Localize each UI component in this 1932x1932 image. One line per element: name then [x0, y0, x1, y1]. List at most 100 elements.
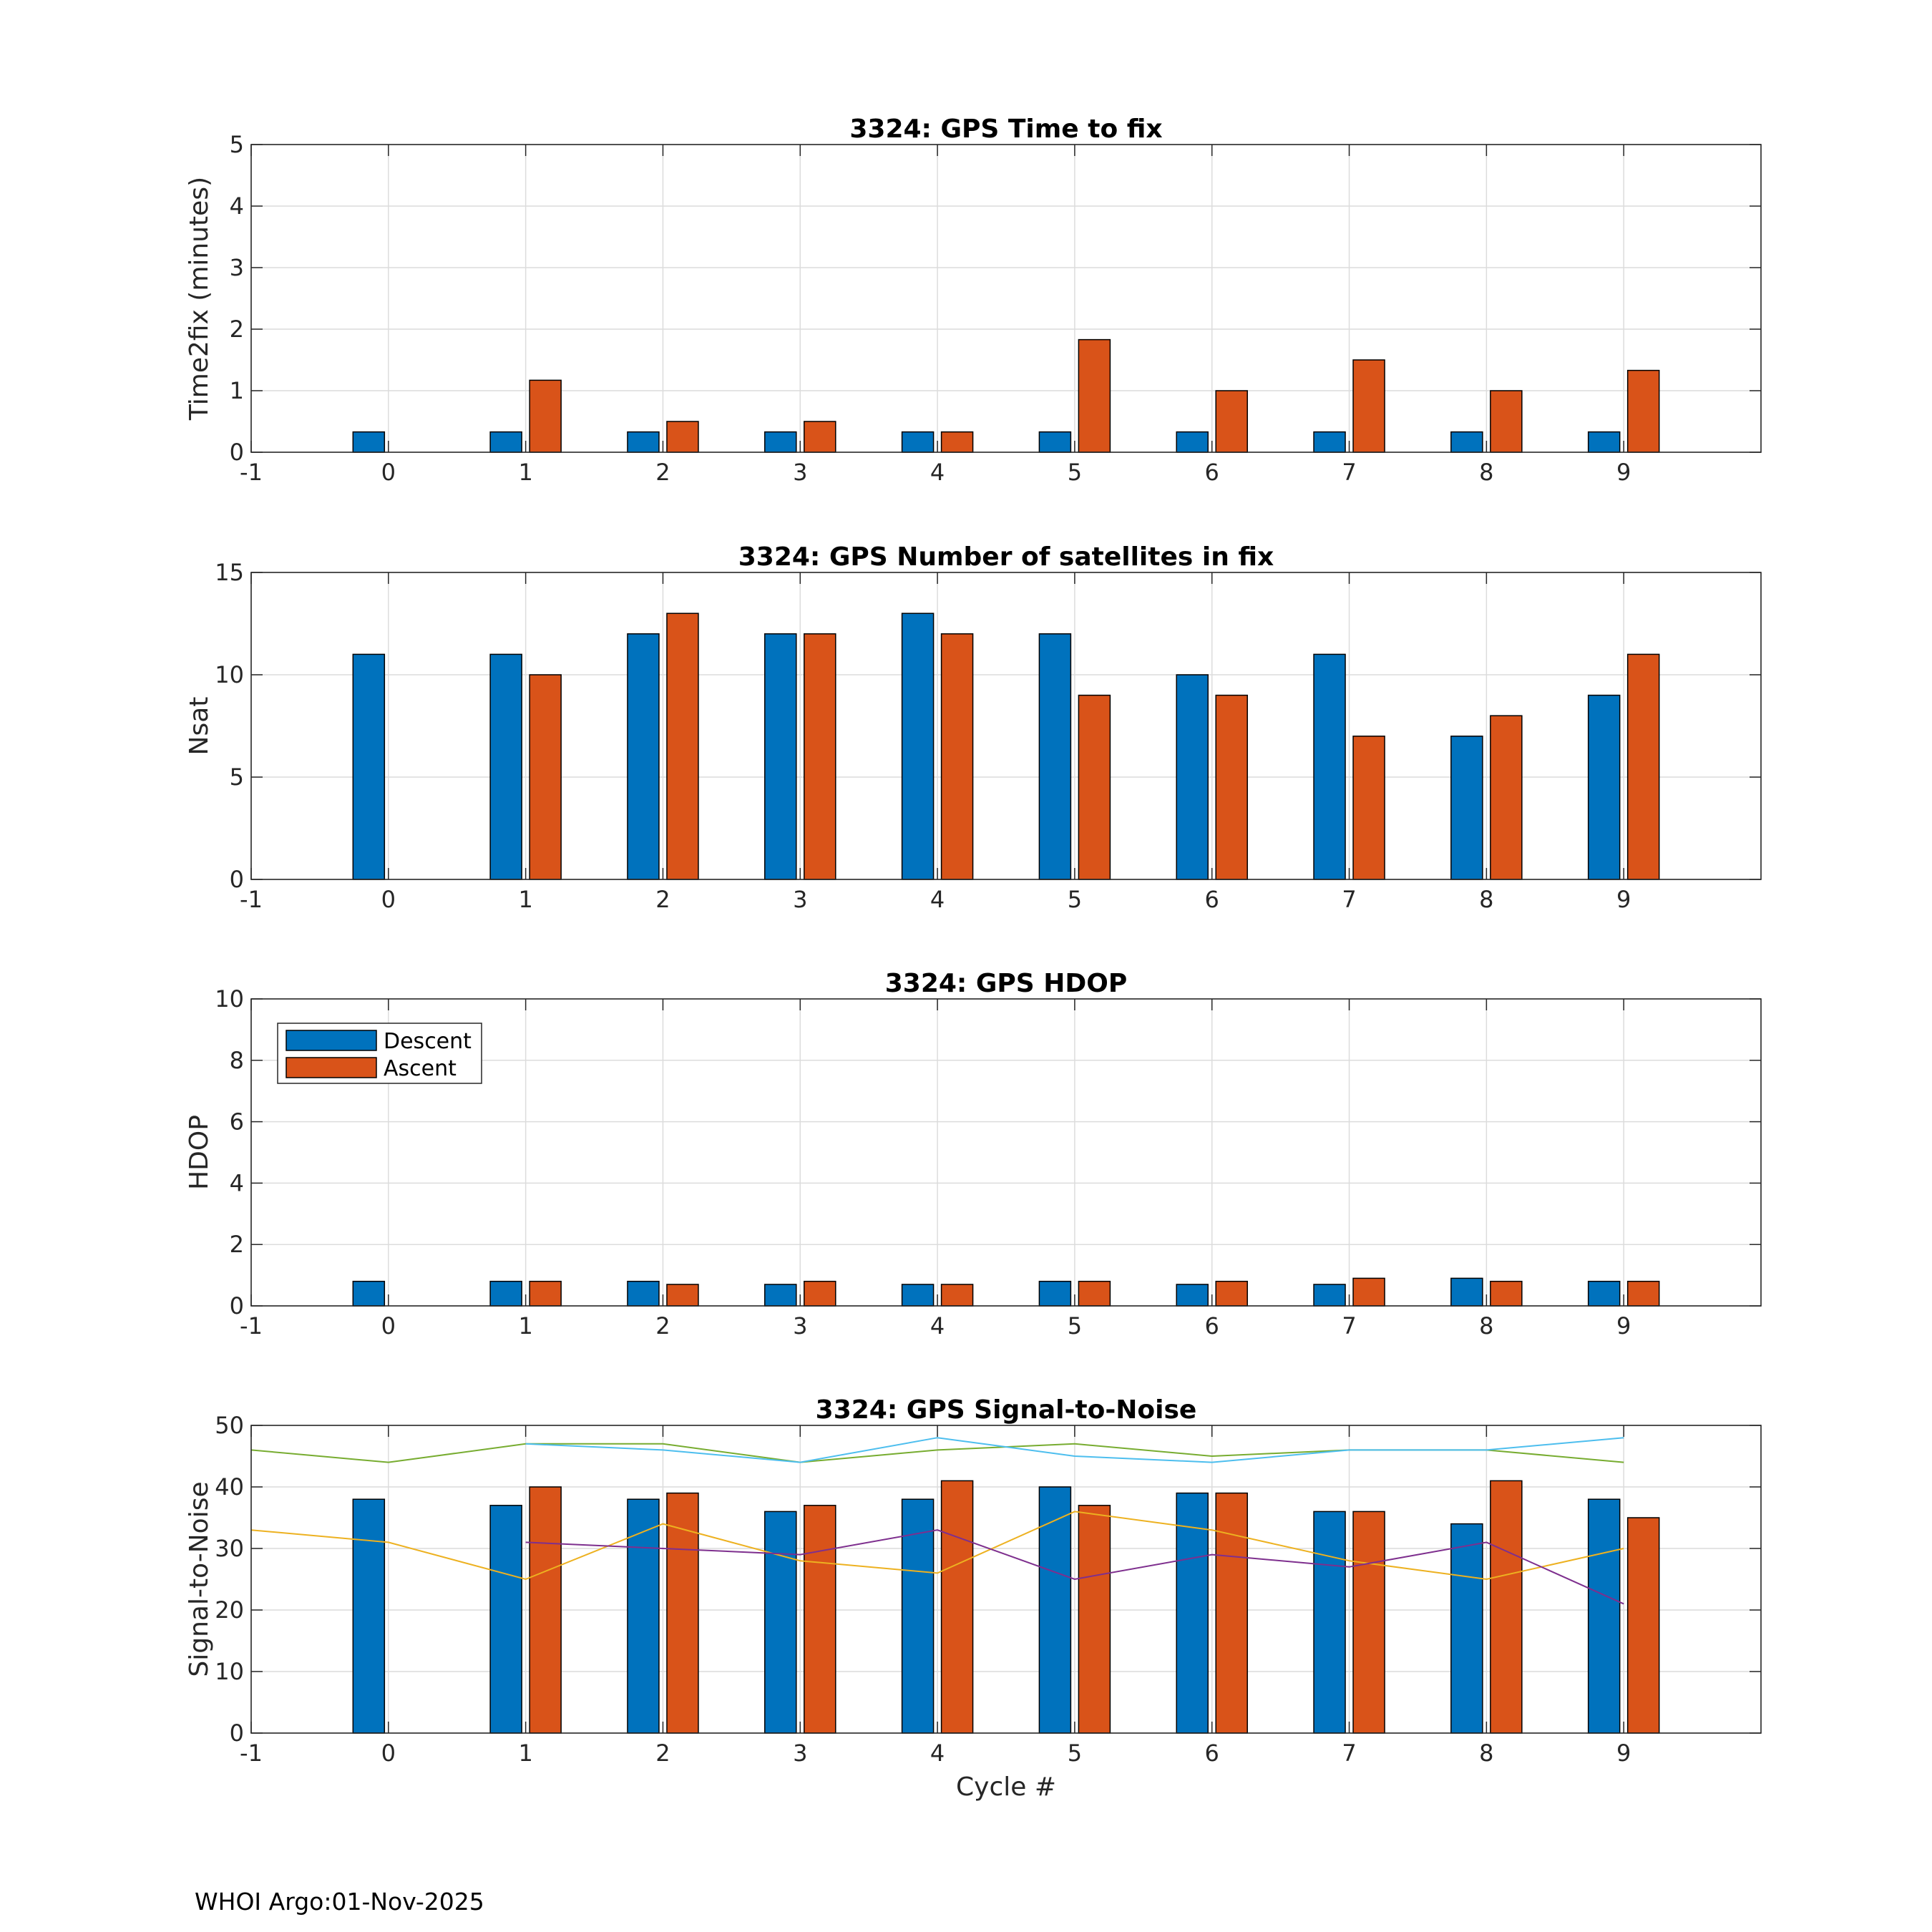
x-tick-label: 7	[1342, 1312, 1356, 1340]
bar-descent-cycle-9	[1587, 1280, 1621, 1307]
bar-descent-cycle-3	[764, 633, 797, 880]
plot-area	[251, 999, 1761, 1306]
x-tick-label: 6	[1205, 886, 1219, 913]
x-tick-label: 1	[518, 886, 532, 913]
x-tick-label: -1	[240, 1312, 263, 1340]
y-tick-label: 1	[230, 377, 244, 404]
bar-ascent-cycle-3	[804, 1505, 836, 1734]
y-tick-label: 0	[230, 439, 244, 466]
bar-descent-cycle-6	[1176, 431, 1209, 453]
bar-ascent-cycle-9	[1626, 1517, 1660, 1734]
x-tick-label: 4	[930, 459, 945, 486]
x-tick-label: 1	[518, 1312, 532, 1340]
bar-ascent-cycle-2	[666, 1492, 699, 1734]
bar-descent-cycle-1	[489, 653, 522, 880]
bar-descent-cycle-5	[1038, 633, 1072, 880]
bar-descent-cycle-8	[1450, 431, 1483, 453]
y-axis-label: Signal-to-Noise	[185, 1481, 214, 1677]
bar-descent-cycle-0	[352, 431, 386, 453]
bar-descent-cycle-3	[764, 1284, 797, 1307]
x-tick-label: 0	[381, 459, 396, 486]
x-tick-label: 9	[1616, 1740, 1631, 1767]
bar-ascent-cycle-2	[666, 1284, 699, 1307]
bar-descent-cycle-9	[1587, 431, 1621, 453]
bar-descent-cycle-6	[1176, 1492, 1209, 1734]
bar-descent-cycle-9	[1587, 694, 1621, 880]
bar-descent-cycle-5	[1038, 431, 1072, 453]
bar-ascent-cycle-9	[1626, 369, 1660, 453]
y-tick-label: 2	[230, 1231, 244, 1258]
bar-ascent-cycle-4	[940, 1480, 974, 1734]
bar-descent-cycle-8	[1450, 1277, 1483, 1307]
bar-ascent-cycle-4	[940, 431, 974, 453]
x-tick-label: 2	[655, 1740, 670, 1767]
x-tick-label: 9	[1616, 886, 1631, 913]
bar-ascent-cycle-1	[529, 674, 562, 880]
x-tick-label: 3	[793, 1740, 807, 1767]
x-tick-label: 1	[518, 1740, 532, 1767]
bar-descent-cycle-1	[489, 1505, 522, 1734]
bar-ascent-cycle-4	[940, 1284, 974, 1307]
y-tick-label: 4	[230, 192, 244, 220]
bar-descent-cycle-2	[627, 1498, 660, 1734]
x-tick-label: -1	[240, 886, 263, 913]
bar-descent-cycle-2	[627, 431, 660, 453]
x-axis-label: Cycle #	[956, 1772, 1056, 1802]
bar-ascent-cycle-1	[529, 1486, 562, 1734]
bar-ascent-cycle-1	[529, 1280, 562, 1307]
bar-ascent-cycle-2	[666, 613, 699, 880]
x-tick-label: -1	[240, 1740, 263, 1767]
bar-ascent-cycle-1	[529, 379, 562, 453]
x-tick-label: 0	[381, 886, 396, 913]
y-tick-label: 2	[230, 316, 244, 343]
bar-descent-cycle-0	[352, 1280, 386, 1307]
bar-descent-cycle-4	[901, 613, 935, 880]
y-axis-label: Nsat	[185, 697, 214, 756]
footer-date-stamp: WHOI Argo:01-Nov-2025	[195, 1888, 484, 1916]
x-tick-label: 0	[381, 1740, 396, 1767]
bar-descent-cycle-4	[901, 431, 935, 453]
x-tick-label: 5	[1068, 886, 1082, 913]
x-tick-label: 2	[655, 886, 670, 913]
bar-ascent-cycle-8	[1490, 715, 1523, 880]
bar-descent-cycle-7	[1313, 431, 1346, 453]
y-tick-label: 10	[215, 1658, 244, 1685]
legend-label-ascent: Ascent	[384, 1056, 457, 1081]
bar-descent-cycle-2	[627, 1280, 660, 1307]
bar-ascent-cycle-7	[1352, 1277, 1385, 1307]
bar-ascent-cycle-3	[804, 633, 836, 880]
y-tick-label: 0	[230, 1719, 244, 1747]
legend-swatch-descent	[286, 1030, 377, 1051]
y-tick-label: 4	[230, 1169, 244, 1196]
x-tick-label: 1	[518, 459, 532, 486]
bar-ascent-cycle-4	[940, 633, 974, 880]
bar-ascent-cycle-6	[1215, 694, 1248, 880]
bar-ascent-cycle-7	[1352, 1511, 1385, 1734]
bar-ascent-cycle-2	[666, 421, 699, 453]
bar-descent-cycle-3	[764, 1511, 797, 1734]
bar-ascent-cycle-6	[1215, 1492, 1248, 1734]
chart-title: 3324: GPS HDOP	[885, 969, 1128, 998]
bar-ascent-cycle-9	[1626, 653, 1660, 880]
bar-descent-cycle-8	[1450, 736, 1483, 880]
snr-series-line-4	[525, 1529, 1624, 1605]
bar-descent-cycle-8	[1450, 1523, 1483, 1734]
bar-ascent-cycle-7	[1352, 736, 1385, 880]
chart-title: 3324: GPS Time to fix	[849, 114, 1162, 144]
x-tick-label: 4	[930, 1312, 945, 1340]
plot-area	[251, 1425, 1761, 1733]
bar-descent-cycle-7	[1313, 1284, 1346, 1307]
y-tick-label: 0	[230, 866, 244, 893]
bar-descent-cycle-9	[1587, 1498, 1621, 1734]
bar-ascent-cycle-5	[1078, 1505, 1111, 1734]
bar-ascent-cycle-7	[1352, 359, 1385, 453]
legend-label-descent: Descent	[384, 1029, 472, 1054]
bar-descent-cycle-4	[901, 1498, 935, 1734]
x-tick-label: 9	[1616, 1312, 1631, 1340]
y-tick-label: 15	[215, 559, 244, 586]
y-axis-label: HDOP	[185, 1115, 214, 1190]
